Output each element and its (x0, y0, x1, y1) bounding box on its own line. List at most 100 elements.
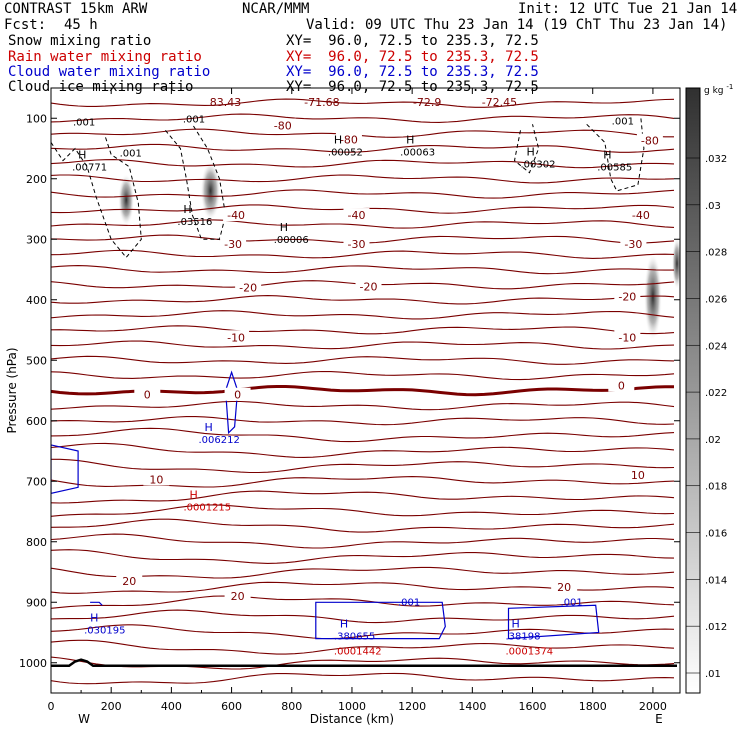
forecast-label: Fcst: (4, 17, 47, 33)
colorbar-ramp (685, 87, 701, 694)
label-backing (224, 387, 251, 401)
isotherm-label: 20 (557, 581, 571, 594)
extreme-temperature-label: -71.68 (304, 96, 339, 109)
x-axis-label: Distance (km) (310, 712, 394, 726)
label-backing (551, 580, 578, 594)
label-backing (143, 472, 170, 486)
legend-ice-xy: XY= 96.0, 72.5 to 235.3, 72.5 (286, 79, 539, 95)
maximum-marker: H (334, 133, 342, 146)
isotherm-line (51, 325, 675, 335)
isotherm-line (51, 400, 675, 411)
colorbar-tick-label: .028 (705, 248, 727, 259)
isotherm-label: -80 (340, 133, 358, 146)
isotherm-label: -10 (618, 331, 636, 344)
isotherm-line (51, 442, 675, 458)
colorbar-tick-label: .012 (705, 622, 727, 633)
contour-labels: -80 -80 -80 -40 -40 -40 -30 -30 -30 -20 -20 -20 -10 -… (72, 96, 663, 658)
snow-contour-label: .001 (183, 114, 205, 125)
y-tick-label: 200 (26, 173, 47, 186)
cloud-contour-1 (224, 370, 239, 435)
label-backing (343, 237, 370, 251)
maximum-value: .03516 (177, 217, 212, 228)
label-backing (224, 589, 251, 603)
colorbar-tick-label: .022 (705, 388, 727, 399)
isotherm-line (51, 624, 675, 640)
snow-contour-label: .001 (612, 116, 634, 127)
maximum-marker: H (204, 421, 212, 434)
isotherm-line (51, 189, 675, 199)
isotherm-line (51, 656, 675, 670)
snow-contour-0 (51, 136, 142, 259)
isotherm-line (51, 143, 675, 153)
label-backing (235, 280, 262, 294)
temperature-contours (51, 98, 677, 685)
cloud-contour-3 (507, 604, 600, 640)
maximum-value: .38198 (505, 631, 540, 642)
org-label: NCAR/MMM (242, 1, 310, 17)
isotherm-label: 10 (631, 469, 645, 482)
isotherm-line (51, 219, 675, 229)
isotherm-label: -30 (347, 238, 365, 251)
isotherm-line (51, 549, 675, 564)
isotherm-label: -30 (224, 238, 242, 251)
colorbar-tick-label: .016 (705, 529, 727, 540)
colorbar-tick-label: .03 (705, 201, 721, 212)
maximum-marker: H (78, 149, 86, 162)
ice-maximum-0 (118, 173, 135, 226)
label-backing (620, 237, 647, 251)
isotherm-line (51, 416, 675, 426)
y-tick-label: 600 (26, 415, 47, 428)
isotherm-line (51, 265, 674, 275)
snow-contour-label: .001 (73, 118, 95, 129)
maximum-marker: H (183, 203, 191, 216)
x-tick-label: 0 (48, 700, 55, 713)
isotherm-line (51, 639, 675, 655)
legend-rain-xy: XY= 96.0, 72.5 to 235.3, 72.5 (286, 49, 539, 65)
colorbar-tick-label: .014 (705, 575, 727, 586)
ice-maximum-2 (643, 252, 662, 341)
y-axis-label: Pressure (hPa) (5, 347, 19, 433)
x-tick-label: 1800 (579, 700, 607, 713)
isotherm-line (51, 595, 675, 609)
isotherm-line (51, 310, 675, 320)
isotherm-line (51, 609, 675, 624)
plot-frame (50, 87, 681, 694)
maximum-value: .00063 (400, 147, 435, 158)
x-tick-label: 1600 (519, 700, 547, 713)
label-backing (220, 237, 247, 251)
maximum-value: .006212 (198, 435, 239, 446)
label-backing (614, 289, 641, 303)
maximum-marker: H (603, 149, 611, 162)
maximum-value: .00302 (521, 160, 556, 171)
isotherm-line (51, 340, 675, 350)
isotherm-label: -80 (274, 120, 292, 133)
isotherm-label: -30 (624, 238, 642, 251)
colorbar-tick-label: .01 (705, 669, 721, 680)
y-tick-label: 300 (26, 233, 47, 246)
isotherm-line (51, 370, 675, 381)
x-tick-label: 1400 (458, 700, 486, 713)
init-time: Init: 12 UTC Tue 21 Jan 14 (518, 1, 738, 17)
cloud-contour-2 (315, 601, 446, 640)
isotherm-line (51, 566, 675, 579)
extreme-temperature-label: 83.43 (210, 96, 242, 109)
maximum-value: .0001215 (183, 503, 231, 514)
snow-contour-2 (513, 124, 540, 174)
colorbar-tick-label: .02 (705, 435, 721, 446)
isotherm-line (51, 113, 675, 123)
axes: 0 200 400 600 800 1000 1200 1400 1600 1800 2000100… (5, 87, 681, 726)
label-backing (134, 387, 161, 401)
cloud-contour-label: .001 (561, 597, 583, 608)
label-backing (116, 574, 143, 588)
x-tick-label: 2000 (639, 700, 667, 713)
isotherm-label: -40 (347, 209, 365, 222)
colorbar-tick-label: .032 (705, 154, 727, 165)
cloud-contour-label: .001 (398, 597, 420, 608)
label-backing (223, 330, 250, 344)
colorbar-unit: g kg -1 (704, 83, 733, 96)
label-backing (608, 378, 635, 392)
maximum-value: .380655 (334, 631, 375, 642)
label-backing (343, 208, 370, 222)
x-tick-label: 1200 (398, 700, 426, 713)
isotherm-label: -40 (227, 209, 245, 222)
